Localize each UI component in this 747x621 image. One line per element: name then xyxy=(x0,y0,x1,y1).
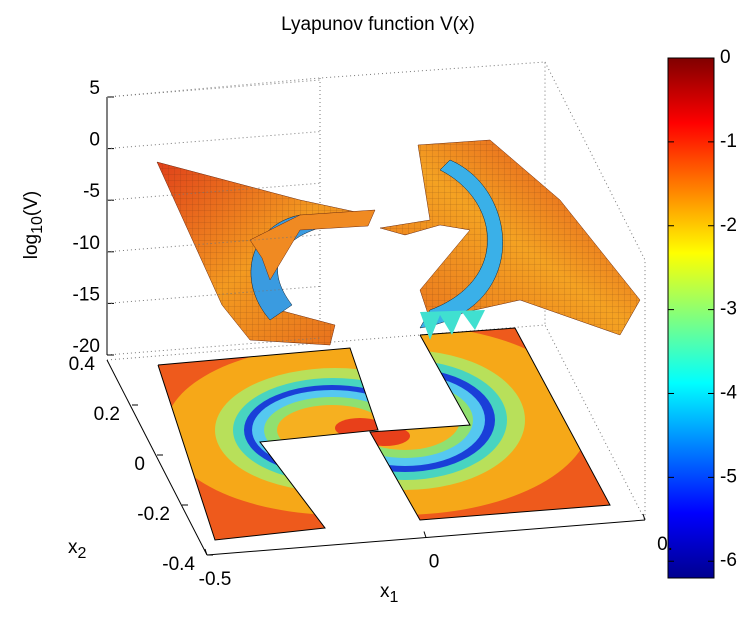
z-axis-label-part: 10 xyxy=(29,216,46,234)
z-tick-label: 0 xyxy=(89,130,100,151)
x-tick xyxy=(642,513,646,521)
x-tick-label: 0 xyxy=(429,552,440,573)
y-tick-label: 0 xyxy=(134,454,145,475)
colorbar-tick-label: 0 xyxy=(720,47,731,68)
z-tick-label: -10 xyxy=(73,233,100,254)
colorbar-tick-label: -1 xyxy=(720,131,737,152)
y-tick-label: -0.2 xyxy=(137,504,170,525)
colorbar-tick-label: -3 xyxy=(720,299,737,320)
x-axis-label-part: x xyxy=(380,581,390,602)
z-tick-label: 5 xyxy=(89,78,100,99)
grid-line xyxy=(106,79,321,98)
colorbar xyxy=(667,57,715,579)
floor-outline xyxy=(157,347,379,541)
z-axis-label-part: (V) xyxy=(21,191,42,216)
floor-outline xyxy=(369,327,611,521)
colorbar-tick-label: -4 xyxy=(720,382,737,403)
y-axis-label: x2 xyxy=(68,537,87,562)
grid-line xyxy=(106,131,321,150)
y-tick-label: -0.4 xyxy=(162,554,195,575)
x-tick xyxy=(204,548,208,556)
contour-floor xyxy=(157,327,611,541)
y-axis-label-part: 2 xyxy=(78,545,87,562)
z-axis-label: log10(V) xyxy=(21,191,46,259)
z-tick-label: -15 xyxy=(73,284,100,305)
x-axis-label: x1 xyxy=(380,581,399,606)
y-tick-label: 0.2 xyxy=(94,404,120,425)
chart-title: Lyapunov function V(x) xyxy=(281,14,475,35)
y-axis-label-part: x xyxy=(68,537,78,558)
colorbar-tick-label: -2 xyxy=(720,215,737,236)
x-axis-label-part: 1 xyxy=(390,589,399,606)
colorbar-tick-label: -5 xyxy=(720,466,737,487)
z-axis-label-part: log xyxy=(21,234,42,259)
x-tick-label: -0.5 xyxy=(199,569,232,590)
x-tick-label: 0. xyxy=(657,534,673,555)
colorbar-tick-label: -6 xyxy=(720,550,737,571)
surface xyxy=(156,139,641,346)
x-tick xyxy=(423,531,427,538)
z-tick-label: -20 xyxy=(73,336,100,357)
z-tick-label: -5 xyxy=(83,181,100,202)
y-tick-label: 0.4 xyxy=(69,354,96,375)
y-axis xyxy=(106,359,208,556)
